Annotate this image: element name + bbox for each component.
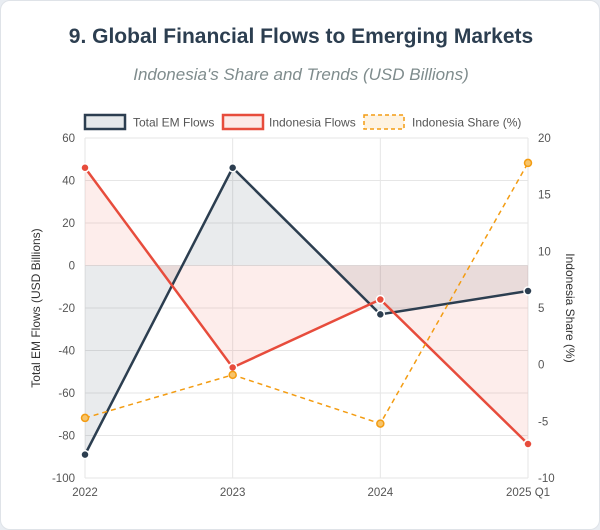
legend-swatch-2 [363, 114, 405, 130]
x-tick-label: 2024 [368, 487, 394, 499]
data-point-0-1 [227, 163, 238, 173]
data-point-0-0 [80, 449, 90, 460]
x-tick-label: 2023 [220, 487, 246, 499]
data-point-2-3 [523, 158, 533, 168]
data-point-1-0 [80, 163, 90, 173]
y2-tick-label: 5 [538, 303, 544, 315]
y-axis-title: Total EM Flows (USD Billions) [29, 228, 43, 387]
y2-tick-label: 15 [538, 190, 551, 202]
y-tick-label: -40 [58, 346, 75, 358]
y2-tick-label: 20 [538, 133, 551, 145]
data-point-0-2 [375, 309, 386, 320]
y-tick-label: 0 [69, 261, 75, 273]
y2-axis-title: Indonesia Share (%) [563, 253, 577, 362]
y-tick-label: 60 [62, 133, 75, 145]
legend-label-2: Indonesia Share (%) [412, 116, 521, 130]
y-tick-label: 40 [62, 176, 75, 188]
y-tick-label: 20 [62, 218, 75, 230]
legend-label-0: Total EM Flows [133, 116, 214, 130]
legend-swatch-1 [221, 113, 265, 131]
data-point-1-2 [375, 294, 386, 305]
x-tick-label: 2022 [72, 487, 98, 499]
y2-tick-label: 10 [538, 246, 551, 258]
y2-tick-label: -5 [538, 416, 548, 428]
chart-title: 9. Global Financial Flows to Emerging Ma… [68, 25, 534, 48]
data-point-2-2 [376, 419, 385, 428]
series-line-1 [83, 167, 529, 445]
x-tick-label: 2025 Q1 [506, 487, 550, 499]
series-line-2 [84, 162, 529, 425]
data-point-1-1 [227, 362, 238, 373]
y-tick-label: -20 [58, 303, 75, 315]
data-point-1-3 [523, 439, 533, 449]
chart-subtitle: Indonesia's Share and Trends (USD Billio… [133, 65, 469, 84]
y-tick-label: -100 [52, 473, 75, 485]
data-point-2-0 [80, 413, 90, 423]
y-tick-label: -80 [58, 431, 75, 443]
series-area-1 [85, 167, 528, 444]
y2-tick-label: -10 [538, 473, 555, 485]
data-point-0-3 [523, 286, 533, 296]
legend-label-1: Indonesia Flows [269, 116, 356, 130]
y2-tick-label: 0 [538, 360, 544, 372]
legend-swatch-0 [83, 113, 127, 131]
data-point-2-1 [228, 370, 237, 380]
y-tick-label: -60 [58, 388, 75, 400]
series-line-0 [83, 165, 529, 456]
